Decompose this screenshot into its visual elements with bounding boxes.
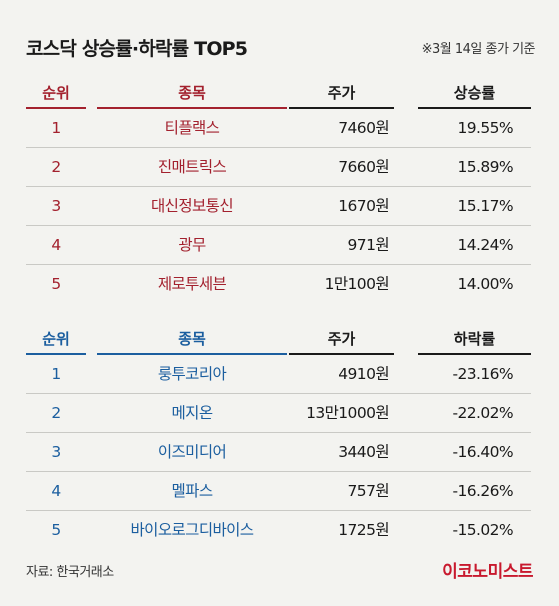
rate-cell: 15.89% [457, 158, 513, 176]
rate-header: 상승률 [418, 80, 531, 109]
price-cell: 971원 [347, 236, 390, 254]
rank-cell: 5 [51, 275, 61, 293]
rate-cell: -15.02% [452, 521, 514, 539]
rate-cell: 15.17% [457, 197, 513, 215]
rank-cell: 3 [51, 443, 61, 461]
stock-name-cell: 룽투코리아 [157, 365, 227, 383]
price-cell: 1725원 [338, 521, 389, 539]
table-row: 2 메지온 13만1000원 -22.02% [26, 394, 531, 433]
gainers-table: 순위 종목 주가 상승률 1 티플랙스 7460원 19.55% 2 진매트릭스 7660원… [26, 80, 531, 303]
price-header: 주가 [289, 326, 394, 355]
rank-header: 순위 [26, 326, 86, 355]
stock-name-cell: 멜파스 [171, 482, 214, 500]
page-title: 코스닥 상승률·하락률 TOP5 [26, 38, 248, 60]
price-cell: 1670원 [338, 197, 389, 215]
rate-cell: 19.55% [457, 119, 513, 137]
stock-name-cell: 바이오로그디바이스 [130, 521, 255, 539]
stock-name-cell: 티플랙스 [164, 119, 220, 137]
rank-cell: 3 [51, 197, 61, 215]
rate-cell: -22.02% [452, 404, 514, 422]
price-cell: 4910원 [338, 365, 389, 383]
table-row: 4 멜파스 757원 -16.26% [26, 472, 531, 511]
price-cell: 757원 [347, 482, 390, 500]
rank-cell: 4 [51, 482, 61, 500]
stock-name-cell: 메지온 [171, 404, 214, 422]
table-row: 5 바이오로그디바이스 1725원 -15.02% [26, 511, 531, 549]
rank-cell: 2 [51, 158, 61, 176]
gainers-header: 순위 종목 주가 상승률 [26, 80, 531, 109]
table-row: 2 진매트릭스 7660원 15.89% [26, 148, 531, 187]
price-cell: 1만100원 [324, 275, 390, 293]
rate-header: 하락률 [418, 326, 531, 355]
table-row: 1 티플랙스 7460원 19.55% [26, 109, 531, 148]
gainers-body: 1 티플랙스 7460원 19.55% 2 진매트릭스 7660원 15.89% 3 대신정보통신… [26, 109, 531, 303]
price-cell: 7660원 [338, 158, 389, 176]
name-header: 종목 [97, 326, 287, 355]
losers-header: 순위 종목 주가 하락률 [26, 326, 531, 355]
rank-cell: 2 [51, 404, 61, 422]
rate-cell: -16.26% [452, 482, 514, 500]
price-cell: 7460원 [338, 119, 389, 137]
price-cell: 13만1000원 [306, 404, 389, 422]
losers-body: 1 룽투코리아 4910원 -23.16% 2 메지온 13만1000원 -22.02% 3 이즈… [26, 355, 531, 549]
rank-cell: 1 [51, 119, 61, 137]
table-row: 5 제로투세븐 1만100원 14.00% [26, 265, 531, 303]
rank-cell: 1 [51, 365, 61, 383]
rate-cell: 14.24% [457, 236, 513, 254]
stock-name-cell: 이즈미디어 [157, 443, 227, 461]
price-cell: 3440원 [338, 443, 389, 461]
losers-table: 순위 종목 주가 하락률 1 룽투코리아 4910원 -23.16% 2 메지온 13만10… [26, 326, 531, 549]
date-note: ※3월 14일 종가 기준 [421, 42, 536, 57]
publisher-logo: 이코노미스트 [442, 562, 533, 582]
stock-name-cell: 제로투세븐 [157, 275, 227, 293]
table-row: 1 룽투코리아 4910원 -23.16% [26, 355, 531, 394]
table-row: 3 대신정보통신 1670원 15.17% [26, 187, 531, 226]
rank-header: 순위 [26, 80, 86, 109]
table-row: 3 이즈미디어 3440원 -16.40% [26, 433, 531, 472]
source-note: 자료: 한국거래소 [26, 565, 114, 580]
stock-name-cell: 대신정보통신 [151, 197, 234, 215]
name-header: 종목 [97, 80, 287, 109]
stock-name-cell: 진매트릭스 [157, 158, 227, 176]
rank-cell: 4 [51, 236, 61, 254]
rank-cell: 5 [51, 521, 61, 539]
price-header: 주가 [289, 80, 394, 109]
rate-cell: -23.16% [452, 365, 514, 383]
table-row: 4 광무 971원 14.24% [26, 226, 531, 265]
stock-name-cell: 광무 [178, 236, 206, 254]
rate-cell: -16.40% [452, 443, 514, 461]
rate-cell: 14.00% [457, 275, 513, 293]
